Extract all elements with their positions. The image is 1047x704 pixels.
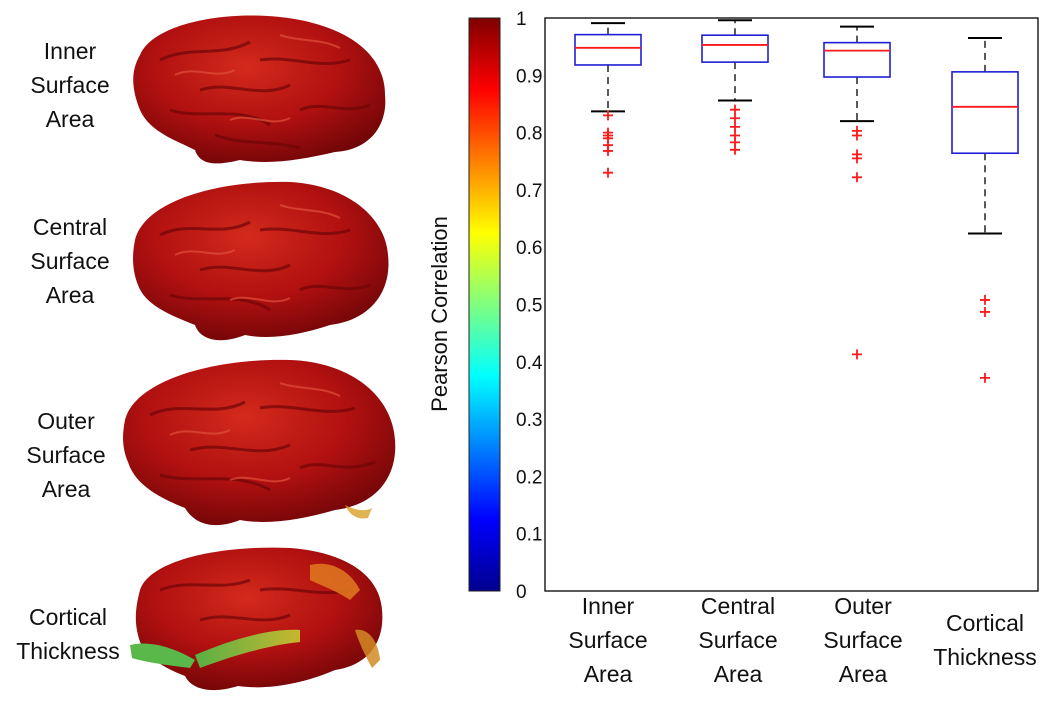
y-tick-label: 0.1 <box>516 525 542 546</box>
box-group <box>701 19 769 155</box>
row-label-outer-surface-area: Outer Surface Area <box>26 408 106 502</box>
box <box>574 33 642 66</box>
y-axis-label: Pearson Correlation <box>427 216 452 412</box>
box <box>951 71 1019 155</box>
outlier-marker <box>852 172 862 183</box>
outlier-marker <box>603 145 613 156</box>
outlier-marker <box>852 349 862 360</box>
brain-outer-surface <box>123 359 396 526</box>
boxplot-series <box>574 19 1019 383</box>
row-label-cortical-thickness: Cortical Thickness <box>16 604 120 664</box>
outlier-marker <box>603 167 613 178</box>
y-tick-label: 0.8 <box>516 124 542 145</box>
y-tick-label: 0.3 <box>516 410 542 431</box>
colorbar <box>468 17 501 592</box>
outlier-marker <box>852 130 862 141</box>
y-tick-label: 0.4 <box>516 353 543 374</box>
y-tick-label: 0.9 <box>516 66 542 87</box>
outlier-marker <box>603 110 613 121</box>
box <box>823 41 891 78</box>
x-category-outer-surface-area: Outer Surface Area <box>823 593 903 687</box>
outlier-marker <box>730 144 740 155</box>
box-group <box>951 37 1019 383</box>
y-tick-label: 0.5 <box>516 296 542 317</box>
y-tick-labels: 0 0.1 0.2 0.3 0.4 0.5 0.6 0.7 0.8 0.9 1 <box>516 9 543 603</box>
outlier-marker <box>730 104 740 115</box>
box-group <box>574 22 642 178</box>
y-tick-label: 1 <box>516 9 527 30</box>
y-tick-label: 0.2 <box>516 467 542 488</box>
x-category-cortical-thickness: Cortical Thickness <box>933 610 1037 670</box>
brain-central-surface <box>133 181 389 341</box>
brain-cortical-thickness <box>130 547 383 691</box>
outlier-marker <box>730 113 740 124</box>
outlier-marker <box>852 153 862 164</box>
outlier-marker <box>980 306 990 317</box>
brain-renderings-panel <box>123 15 396 691</box>
box-group <box>823 25 891 360</box>
row-label-central-surface-area: Central Surface Area <box>30 214 110 308</box>
y-tick-label: 0.7 <box>516 181 542 202</box>
row-label-inner-surface-area: Inner Surface Area <box>30 38 110 132</box>
y-tick-label: 0.6 <box>516 238 542 259</box>
outlier-marker <box>730 121 740 132</box>
outlier-marker <box>980 294 990 305</box>
outlier-marker <box>980 372 990 383</box>
box <box>701 34 769 63</box>
x-category-central-surface-area: Central Surface Area <box>698 593 778 687</box>
y-tick-label: 0 <box>516 582 527 603</box>
x-category-inner-surface-area: Inner Surface Area <box>568 593 648 687</box>
plot-frame <box>544 17 1039 592</box>
brain-inner-surface <box>133 15 386 164</box>
